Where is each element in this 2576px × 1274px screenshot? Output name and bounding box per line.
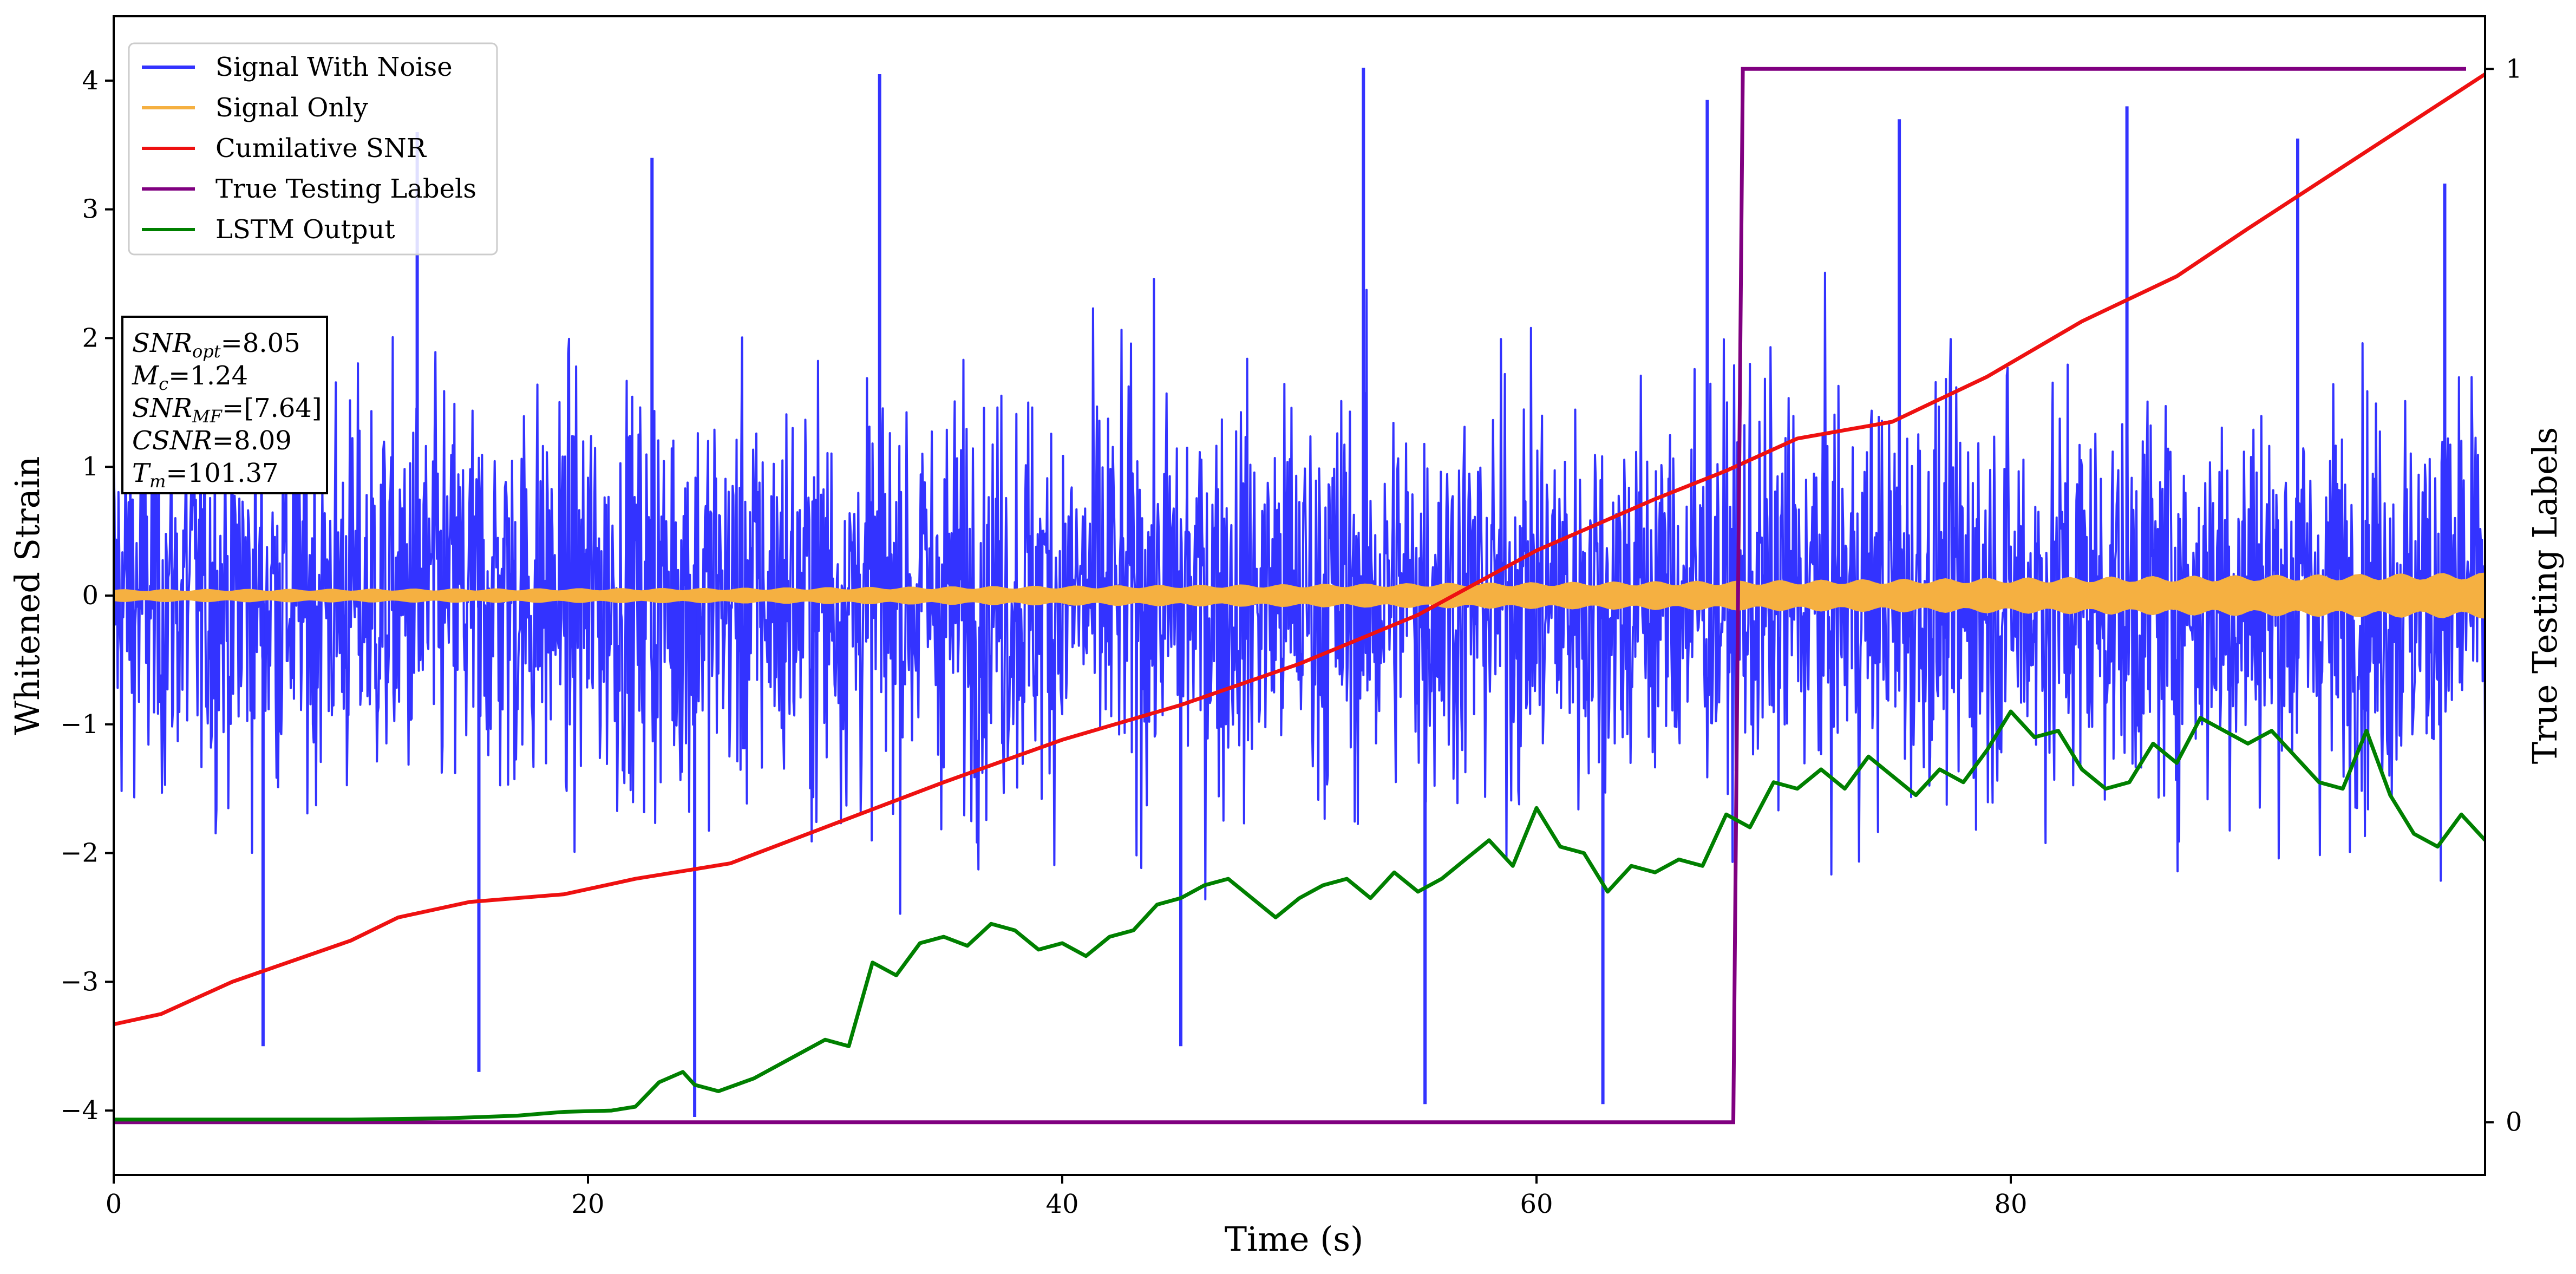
x-tick-label: 80 xyxy=(1994,1189,2027,1219)
legend-entry-label: True Testing Labels xyxy=(215,174,476,204)
x-tick-label: 60 xyxy=(1520,1189,1553,1219)
y-right-tick-label: 0 xyxy=(2506,1107,2522,1138)
annotation-line: SNRopt=8.05 xyxy=(132,328,300,362)
x-axis-ticks: 0 20 40 60 80 xyxy=(106,1175,2028,1219)
y-axis-right-label: True Testing Labels xyxy=(2525,427,2565,765)
legend-entry-label: Signal With Noise xyxy=(215,52,453,82)
series-spikes-signal-with-noise xyxy=(261,68,2447,1117)
y-tick-label: 3 xyxy=(82,194,99,225)
legend-entry-label: Cumilative SNR xyxy=(215,133,427,164)
stats-annotation-box: SNRopt=8.05Mc=1.24SNRMF=[7.64]CSNR=8.09T… xyxy=(121,316,328,494)
y-axis-label: Whitened Strain xyxy=(8,456,47,735)
y-tick-label: 1 xyxy=(82,452,99,482)
y-tick-label: 0 xyxy=(82,580,99,611)
series-line-lstm-output xyxy=(114,709,2485,1122)
annotation-line: SNRMF=[7.64] xyxy=(132,393,322,427)
legend-box xyxy=(128,42,498,256)
x-tick-label: 20 xyxy=(571,1189,604,1219)
y-tick-label: −2 xyxy=(60,838,99,868)
y-tick-label: 4 xyxy=(82,66,99,96)
annotation-line: Mc=1.24 xyxy=(132,361,248,394)
series-line-signal-with-noise xyxy=(114,271,2485,915)
x-tick-label: 0 xyxy=(106,1189,122,1219)
plot-area xyxy=(114,67,2485,1125)
x-axis-label: Time (s) xyxy=(1225,1219,1364,1259)
series-line-true-testing-labels xyxy=(114,67,2466,1125)
y-right-tick-label: 1 xyxy=(2506,54,2522,84)
y-tick-label: −4 xyxy=(60,1095,99,1126)
series-line-cumilative-snr xyxy=(114,73,2485,1027)
y-tick-label: −3 xyxy=(60,966,99,997)
annotation-line: Tm=101.37 xyxy=(132,458,279,492)
annotation-line: CSNR=8.09 xyxy=(132,426,292,456)
y-axis-right-ticks: 01 xyxy=(2485,54,2522,1138)
y-tick-label: 2 xyxy=(82,323,99,353)
y-tick-label: −1 xyxy=(60,709,99,740)
x-tick-label: 40 xyxy=(1045,1189,1078,1219)
series-line-signal-only xyxy=(114,572,2485,619)
y-axis-ticks: −4 −3 −2 −1 0 1 2 3 4 xyxy=(60,66,114,1126)
legend-entry-label: Signal Only xyxy=(215,93,368,123)
legend: Signal With Noise Signal Only Cumilative S… xyxy=(128,42,498,256)
legend-entry-label: LSTM Output xyxy=(215,214,395,245)
annotation-box xyxy=(121,316,328,494)
